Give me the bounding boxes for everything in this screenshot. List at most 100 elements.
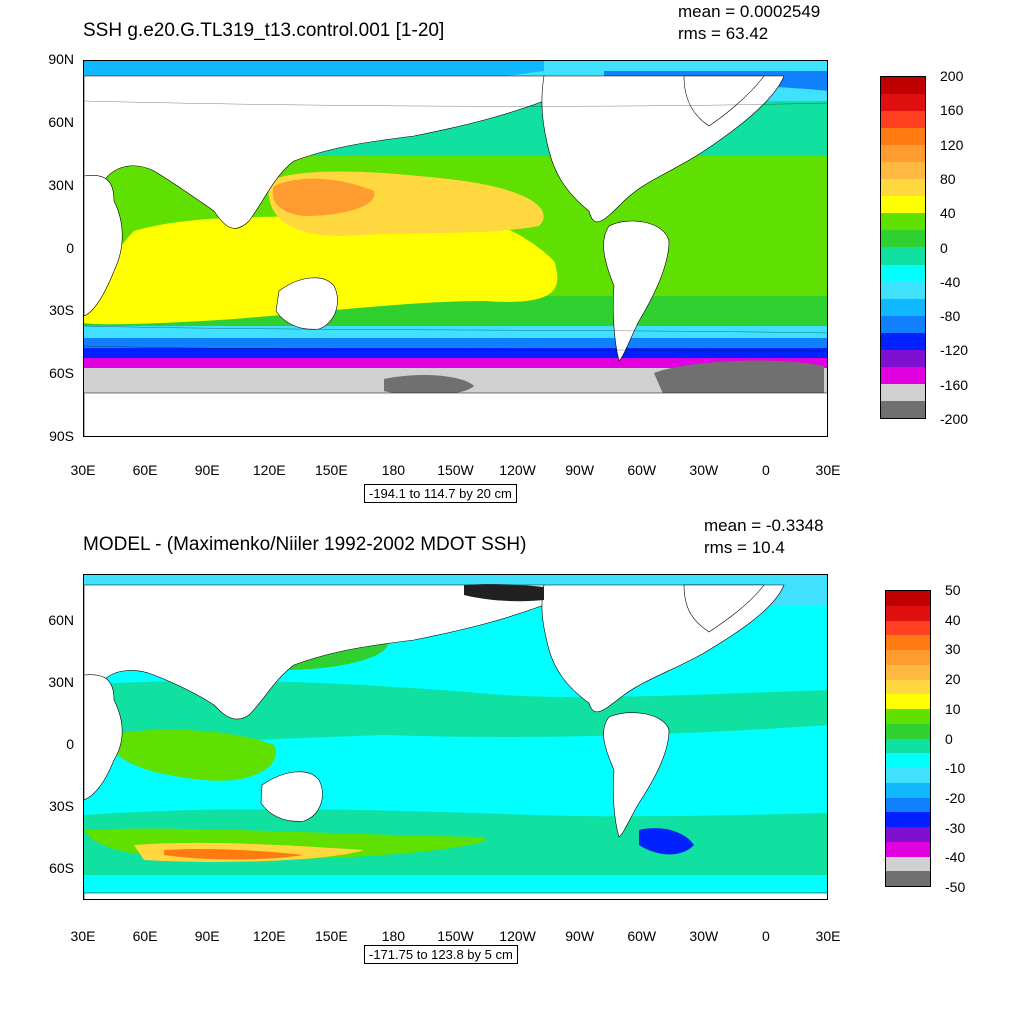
lat-tick-label: 90S (49, 428, 74, 444)
colorbar-swatch (886, 620, 930, 636)
diff-panel: MODEL - (Maximenko/Niiler 1992-2002 MDOT… (0, 510, 1024, 1024)
lon-tick-label: 0 (762, 462, 770, 478)
colorbar-swatch (886, 753, 930, 768)
lat-tick-label: 30N (48, 674, 74, 690)
lat-tick-label: 90N (48, 51, 74, 67)
lon-tick-label: 60W (627, 928, 657, 944)
colorbar-label: 160 (940, 102, 964, 119)
diff-rms: rms = 10.4 (704, 538, 785, 557)
colorbar-swatch (881, 383, 925, 401)
lon-tick-label: 0 (762, 928, 770, 944)
lon-tick-label: 60W (627, 462, 657, 478)
colorbar-swatch (886, 635, 930, 650)
colorbar-swatch (881, 162, 925, 180)
colorbar-swatch (886, 768, 930, 783)
colorbar-swatch (886, 841, 930, 857)
ssh-map-field (84, 61, 827, 436)
diff-colorbar (885, 590, 931, 887)
lon-tick-label: 30W (689, 928, 719, 944)
colorbar-label: 120 (940, 136, 964, 153)
colorbar-label: 200 (940, 68, 964, 84)
lat-tick-label: 30N (48, 176, 74, 193)
colorbar-swatch (881, 111, 925, 129)
colorbar-label: 0 (945, 730, 953, 747)
colorbar-label: -200 (940, 411, 969, 427)
colorbar-label: 50 (945, 582, 961, 598)
colorbar-label: 0 (940, 239, 948, 256)
colorbar-swatch (886, 723, 930, 739)
lat-tick-label: 60N (48, 113, 74, 130)
colorbar-label: 10 (945, 700, 961, 717)
colorbar-swatch (881, 366, 925, 384)
ssh-mean: mean = 0.0002549 (678, 2, 821, 21)
colorbar-swatch (881, 264, 925, 282)
colorbar-label: -10 (945, 760, 966, 777)
diff-map-field (84, 575, 827, 899)
colorbar-swatch (886, 664, 930, 680)
lat-tick-label: 60S (49, 365, 74, 382)
lon-tick-label: 180 (381, 928, 406, 944)
colorbar-label: -50 (945, 879, 966, 895)
colorbar-swatch (886, 812, 930, 827)
lon-tick-label: 30E (815, 928, 841, 944)
colorbar-swatch (881, 315, 925, 333)
colorbar-swatch (881, 332, 925, 350)
ssh-title: SSH g.e20.G.TL319_t13.control.001 [1-20] (83, 20, 445, 41)
colorbar-swatch (881, 400, 925, 418)
lon-tick-label: 30E (70, 928, 96, 944)
colorbar-swatch (881, 179, 925, 197)
lon-tick-label: 150E (314, 462, 348, 478)
ssh-map (83, 60, 828, 437)
lat-tick-label: 30S (49, 798, 74, 814)
lon-tick-label: 90W (565, 928, 595, 944)
colorbar-swatch (881, 145, 925, 163)
diff-title: MODEL - (Maximenko/Niiler 1992-2002 MDOT… (83, 534, 527, 555)
ssh-rms: rms = 63.42 (678, 24, 769, 43)
lon-tick-label: 120W (499, 928, 536, 944)
lon-tick-label: 30W (689, 462, 719, 478)
colorbar-label: 40 (940, 205, 956, 222)
colorbar-swatch (881, 213, 925, 231)
colorbar-swatch (881, 349, 925, 367)
colorbar-swatch (886, 856, 930, 872)
colorbar-swatch (886, 679, 930, 695)
lon-tick-label: 30E (70, 462, 96, 478)
colorbar-swatch (881, 298, 925, 316)
colorbar-label: 40 (945, 611, 961, 628)
colorbar-swatch (881, 196, 925, 214)
colorbar-swatch (886, 738, 930, 754)
lon-tick-label: 180 (381, 462, 406, 478)
colorbar-label: -40 (940, 273, 961, 290)
lon-tick-label: 120W (499, 462, 536, 478)
lat-tick-label: 30S (49, 302, 74, 319)
ssh-contour-range: -194.1 to 114.7 by 20 cm (364, 484, 517, 503)
diff-mean: mean = -0.3348 (704, 516, 824, 535)
colorbar-swatch (881, 281, 925, 299)
colorbar-swatch (886, 709, 930, 724)
diff-map (83, 574, 828, 900)
lon-tick-label: 60E (132, 928, 158, 944)
lon-tick-label: 90W (565, 462, 595, 478)
colorbar-label: -30 (945, 819, 966, 836)
lat-tick-label: 60S (49, 860, 74, 876)
lon-tick-label: 90E (194, 462, 220, 478)
colorbar-label: -160 (940, 376, 969, 393)
colorbar-swatch (886, 827, 930, 842)
lon-tick-label: 60E (132, 462, 158, 478)
colorbar-swatch (886, 605, 930, 621)
lat-tick-label: 60N (48, 612, 74, 628)
ssh-panel: SSH g.e20.G.TL319_t13.control.001 [1-20]… (0, 0, 1024, 510)
colorbar-label: 80 (940, 170, 956, 187)
colorbar-label: -80 (940, 308, 961, 325)
lon-tick-label: 90E (194, 928, 220, 944)
lon-tick-label: 150W (437, 928, 474, 944)
colorbar-swatch (886, 871, 930, 886)
lon-tick-label: 120E (252, 928, 286, 944)
lat-tick-label: 0 (66, 736, 74, 752)
colorbar-label: 30 (945, 641, 961, 658)
colorbar-label: -20 (945, 789, 966, 806)
diff-contour-range: -171.75 to 123.8 by 5 cm (364, 945, 518, 964)
lon-tick-label: 120E (252, 462, 286, 478)
lon-tick-label: 30E (815, 462, 841, 478)
colorbar-swatch (881, 94, 925, 112)
